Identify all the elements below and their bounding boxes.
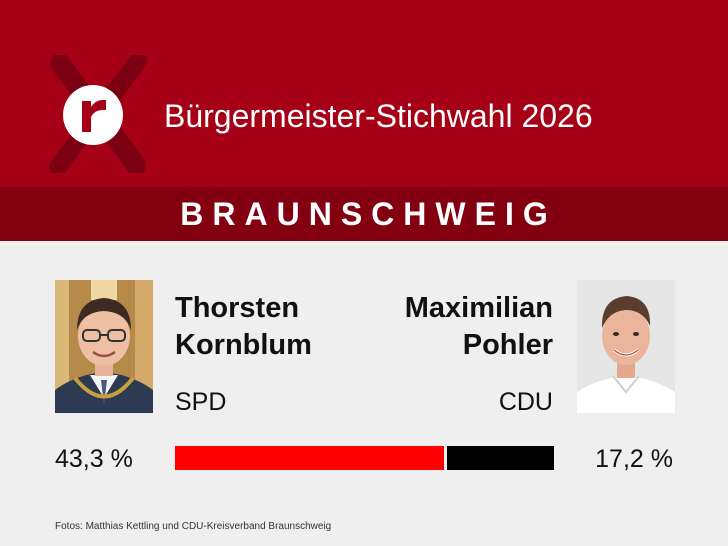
last-name: Pohler (462, 329, 553, 361)
bar-segment-kornblum (175, 446, 444, 470)
first-name: Maximilian (404, 292, 553, 324)
percent-label-right: 17,2 % (595, 445, 673, 473)
party-label-left: SPD (175, 388, 227, 416)
first-name: Thorsten (175, 292, 300, 324)
candidate-photo-pohler (577, 280, 675, 413)
candidate-name-right: Maximilian Pohler (405, 290, 553, 364)
result-bar (175, 446, 554, 470)
last-name: Kornblum (175, 329, 312, 361)
bar-segment-pohler (447, 446, 554, 470)
bar-divider (444, 446, 447, 470)
page-title: Bürgermeister-Stichwahl 2026 (164, 98, 593, 134)
photo-credit: Fotos: Matthias Kettling und CDU-Kreisve… (55, 521, 332, 532)
percent-label-left: 43,3 % (55, 445, 133, 473)
candidate-photo-kornblum (55, 280, 153, 413)
candidate-name-left: Thorsten Kornblum (175, 290, 312, 364)
city-name: BRAUNSCHWEIG (180, 196, 557, 232)
party-label-right: CDU (498, 388, 553, 416)
city-band (0, 187, 728, 241)
r-logo-icon (48, 52, 148, 176)
